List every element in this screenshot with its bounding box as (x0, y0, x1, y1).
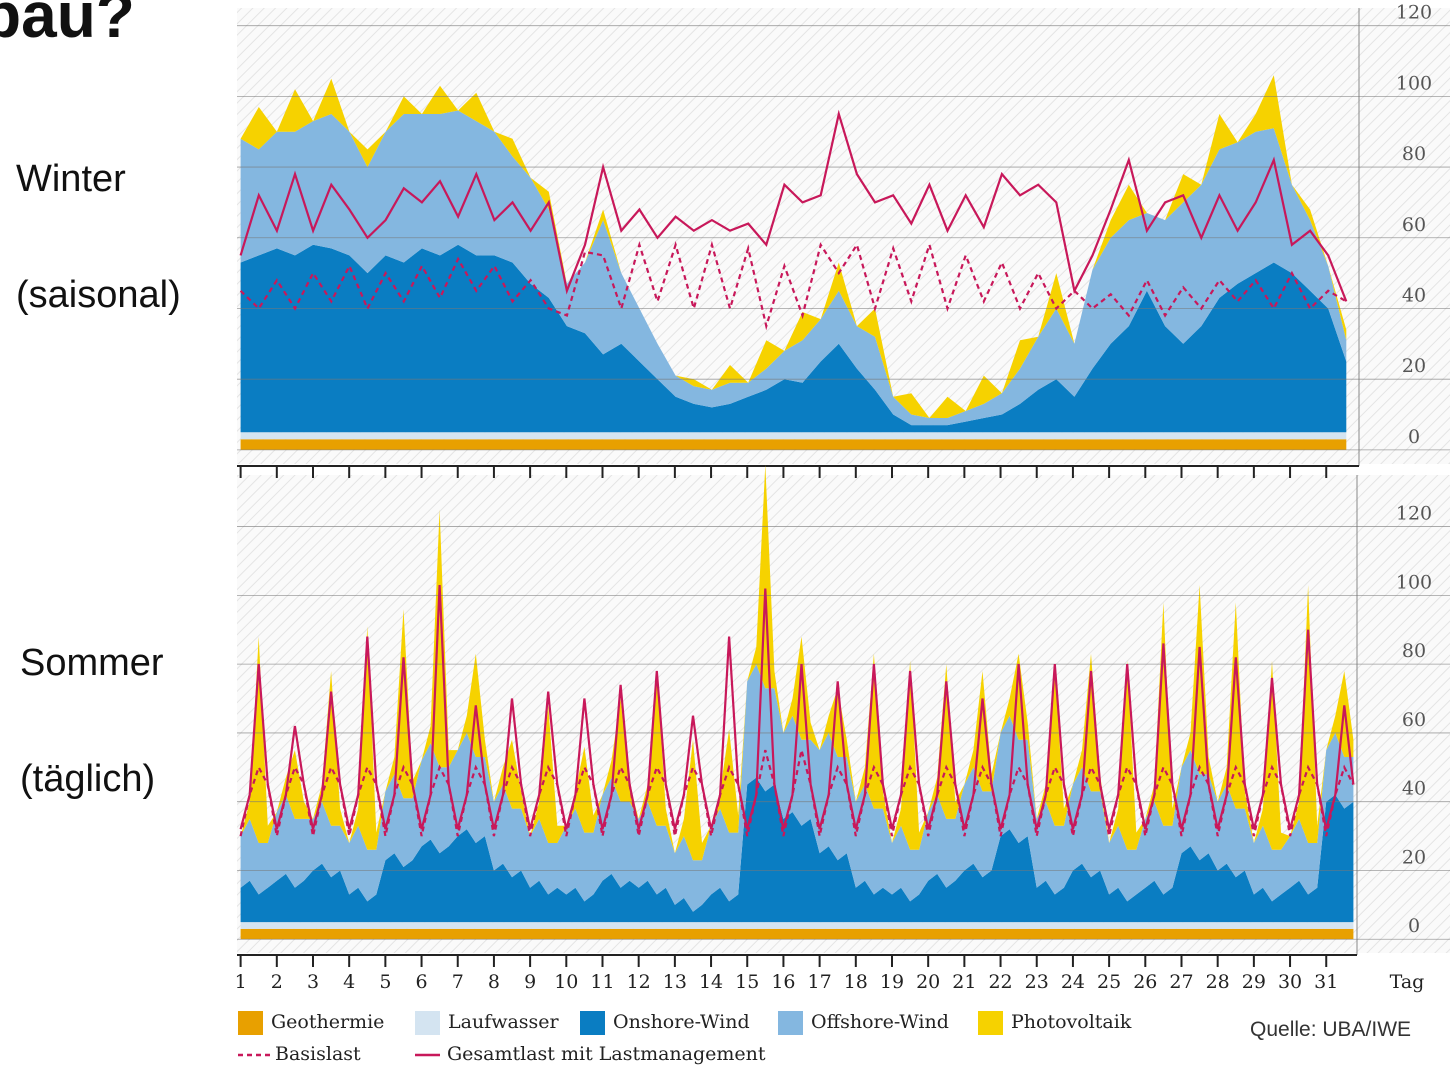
y-tick-label: 40 (1402, 284, 1426, 306)
x-tick-label: 15 (735, 971, 759, 993)
y-tick-label: 0 (1408, 915, 1420, 937)
area-0 (240, 439, 1347, 450)
heading: bau? (0, 0, 135, 51)
legend-label: Photovoltaik (1011, 1011, 1132, 1033)
x-axis-label: Tag (1390, 971, 1425, 993)
x-tick-label: 5 (379, 971, 391, 993)
line-5 (239, 240, 1347, 331)
legend-swatch (778, 1011, 803, 1035)
x-tick-label: 1 (235, 971, 247, 993)
legend-label: Gesamtlast mit Lastmanagement (447, 1043, 766, 1065)
legend-label: Offshore-Wind (811, 1011, 949, 1033)
legend-label: Laufwasser (448, 1011, 560, 1033)
area-1 (240, 432, 1347, 440)
x-tick-label: 18 (844, 971, 868, 993)
x-tick-label: 16 (771, 971, 795, 993)
y-tick-label: 20 (1402, 355, 1426, 377)
x-tick-label: 4 (343, 971, 355, 993)
line-5 (239, 749, 1355, 837)
y-tick-label: 100 (1396, 571, 1432, 593)
x-tick-label: 21 (952, 971, 976, 993)
area-4 (240, 75, 1347, 418)
area-2 (240, 777, 1354, 923)
chart-title: Sommer (20, 642, 164, 684)
y-tick-label: 60 (1402, 709, 1426, 731)
x-tick-label: 27 (1169, 971, 1193, 993)
line-6 (239, 109, 1348, 302)
source: Quelle: UBA/IWE (1250, 1018, 1412, 1041)
y-tick-label: 0 (1408, 426, 1420, 448)
x-tick-label: 13 (663, 971, 687, 993)
x-tick-label: 31 (1314, 971, 1338, 993)
x-tick-label: 30 (1278, 971, 1302, 993)
legend-label: Geothermie (271, 1011, 384, 1033)
x-tick-label: 26 (1133, 971, 1157, 993)
x-tick-label: 7 (452, 971, 464, 993)
area-2 (240, 244, 1347, 433)
area-3 (240, 664, 1354, 912)
y-tick-label: 20 (1402, 846, 1426, 868)
x-tick-label: 12 (627, 971, 651, 993)
legend-label: Onshore-Wind (613, 1011, 750, 1033)
x-tick-label: 14 (699, 971, 723, 993)
x-tick-label: 3 (307, 971, 319, 993)
y-tick-label: 80 (1402, 640, 1426, 662)
legend-swatch (238, 1011, 263, 1035)
x-tick-label: 23 (1025, 971, 1049, 993)
legend-swatch (580, 1011, 605, 1035)
x-tick-label: 11 (590, 971, 614, 993)
x-tick-label: 29 (1242, 971, 1266, 993)
area-3 (240, 110, 1347, 426)
y-tick-label: 120 (1396, 2, 1432, 24)
x-tick-label: 25 (1097, 971, 1121, 993)
x-tick-label: 8 (488, 971, 500, 993)
legend-swatch (415, 1011, 440, 1035)
x-tick-label: 17 (808, 971, 832, 993)
y-tick-label: 80 (1402, 143, 1426, 165)
y-tick-label: 120 (1396, 503, 1432, 525)
x-tick-label: 6 (416, 971, 428, 993)
x-tick-label: 20 (916, 971, 940, 993)
x-tick-label: 19 (880, 971, 904, 993)
area-1 (240, 922, 1354, 929)
chart-subtitle: (saisonal) (16, 274, 181, 316)
x-tick-label: 10 (554, 971, 578, 993)
legend-swatch (978, 1011, 1003, 1035)
x-tick-label: 2 (271, 971, 283, 993)
area-0 (240, 928, 1354, 940)
chart-title: Winter (16, 158, 126, 200)
chart-subtitle: (täglich) (20, 758, 156, 800)
y-tick-label: 100 (1396, 72, 1432, 94)
x-tick-label: 24 (1061, 971, 1085, 993)
x-tick-label: 9 (524, 971, 536, 993)
x-tick-label: 22 (988, 971, 1012, 993)
line-6 (239, 584, 1355, 830)
legend-label: Basislast (275, 1043, 361, 1065)
y-tick-label: 40 (1402, 778, 1426, 800)
y-tick-label: 60 (1402, 214, 1426, 236)
x-tick-label: 28 (1206, 971, 1230, 993)
